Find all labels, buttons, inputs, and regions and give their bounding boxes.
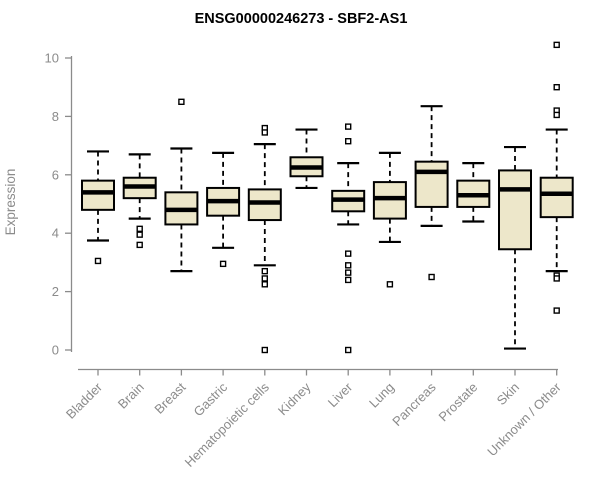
x-category-label: Prostate: [436, 380, 481, 425]
y-tick-label: 4: [52, 226, 59, 241]
x-category-label: Bladder: [63, 379, 106, 422]
outlier-point: [94, 257, 102, 265]
outlier-point: [219, 260, 227, 268]
outlier-point: [136, 225, 143, 233]
iqr-box: [81, 179, 115, 211]
iqr-box: [414, 160, 449, 208]
outlier-point: [553, 111, 560, 119]
outlier-point: [261, 129, 268, 136]
outlier-point: [345, 123, 352, 130]
outlier-point: [261, 275, 268, 282]
box-breast: [164, 98, 199, 273]
outlier-point: [136, 231, 143, 238]
outlier-point: [178, 98, 185, 106]
chart-title: ENSG00000246273 - SBF2-AS1: [195, 11, 408, 27]
x-category-label: Skin: [494, 380, 522, 408]
outlier-point: [261, 267, 268, 275]
x-category-label: Lung: [366, 380, 397, 411]
outlier-point: [261, 346, 268, 354]
box-pancreas: [414, 105, 449, 281]
outlier-point: [553, 41, 560, 49]
y-tick-label: 8: [52, 109, 59, 124]
y-axis-label: Expression: [3, 169, 18, 236]
outlier-point: [345, 276, 352, 284]
outlier-point: [345, 262, 352, 269]
box-prostate: [456, 162, 491, 223]
x-category-label: Kidney: [275, 379, 314, 418]
outlier-point: [345, 346, 352, 354]
y-tick-label: 6: [52, 167, 59, 182]
outlier-point: [553, 275, 560, 282]
box-gastric: [206, 151, 241, 268]
box-kidney: [289, 128, 324, 190]
box-brain: [122, 153, 157, 249]
outlier-point: [386, 281, 394, 288]
y-tick-label: 10: [45, 51, 59, 66]
outlier-point: [345, 269, 352, 276]
y-tick-label: 2: [52, 284, 59, 299]
x-category-label: Pancreas: [389, 379, 439, 429]
outlier-point: [261, 281, 268, 288]
x-category-label: Unknown / Other: [484, 379, 564, 459]
box-unknown-other: [539, 41, 574, 314]
box-skin: [498, 145, 532, 350]
outlier-point: [428, 273, 435, 281]
iqr-box: [498, 169, 532, 251]
outlier-point: [553, 307, 560, 314]
outlier-point: [553, 83, 560, 91]
outlier-point: [136, 241, 143, 249]
x-category-label: Liver: [325, 379, 356, 410]
x-category-label: Breast: [151, 379, 188, 416]
box-bladder: [81, 150, 115, 265]
x-category-label: Gastric: [191, 379, 231, 419]
box-liver: [331, 123, 366, 354]
outlier-point: [345, 138, 352, 145]
box-hematopoietic-cells: [247, 124, 282, 354]
outlier-point: [345, 250, 352, 257]
y-tick-label: 0: [52, 343, 59, 358]
box-lung: [372, 151, 407, 288]
iqr-box: [539, 176, 574, 219]
x-category-label: Brain: [115, 380, 147, 412]
